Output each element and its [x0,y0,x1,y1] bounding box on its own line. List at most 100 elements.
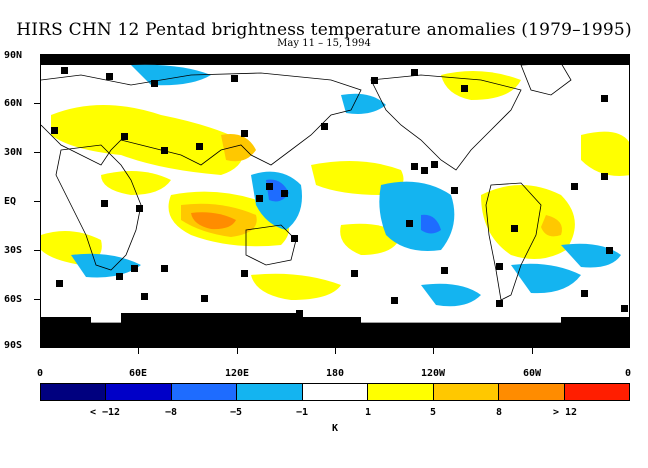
missing-data-square [121,133,128,140]
colorbar-unit: K [331,423,339,434]
coastline-greenland [520,62,572,96]
x-label-0: 0 [36,368,44,379]
missing-band [121,313,301,327]
x-label-60w: 60W [522,368,542,379]
colorbar-label: −8 [164,407,178,418]
missing-data-square [136,205,143,212]
x-label-60e: 60E [128,368,148,379]
y-label-30n: 30N [4,147,23,158]
colorbar-swatch [564,384,629,400]
missing-data-square [581,290,588,297]
map-subtitle: May 11 – 15, 1994 [277,38,371,49]
y-tick [34,299,40,300]
missing-data-square [161,265,168,272]
missing-data-square [51,127,58,134]
missing-band [561,317,629,327]
missing-data-square [141,293,148,300]
colorbar-swatch [106,384,172,400]
anomaly-patch [511,263,581,294]
x-label-120e: 120E [224,368,250,379]
y-label-60n: 60N [4,98,23,109]
colorbar-swatch [499,384,565,400]
missing-data-square [431,161,438,168]
positive-anomaly-strong [191,212,236,230]
colorbar-label: −1 [295,407,309,418]
missing-data-square [296,310,303,317]
missing-data-square [571,183,578,190]
missing-data-square [281,190,288,197]
missing-data-square [161,147,168,154]
missing-data-square [371,77,378,84]
missing-data-square [106,73,113,80]
missing-data-square [256,195,263,202]
missing-data-square [291,235,298,242]
anomaly-patch [379,181,455,251]
missing-band [41,333,629,347]
y-tick [34,103,40,104]
colorbar-swatch [368,384,434,400]
y-tick [34,250,40,251]
missing-data-square [241,270,248,277]
missing-data-square [621,305,628,312]
anomaly-map-svg [41,55,629,347]
y-label-eq: EQ [4,196,17,207]
coastline-north-america [370,74,522,171]
missing-data-square [151,80,158,87]
missing-data-square [391,297,398,304]
missing-data-square [606,247,613,254]
y-label-60s: 60S [4,294,23,305]
colorbar-swatch [433,384,500,400]
anomaly-patch [221,134,256,162]
coastline-africa [55,144,142,271]
anomaly-patch [421,214,441,234]
anomaly-patch [101,171,171,195]
missing-data-square [451,187,458,194]
colorbar-label: 1 [364,407,372,418]
missing-data-square [266,183,273,190]
anomaly-patch [421,283,481,307]
anomaly-patch [441,71,521,100]
y-label-90s: 90S [4,340,23,351]
missing-data-square [461,85,468,92]
anomaly-map [40,54,630,348]
anomaly-patch [311,161,404,195]
missing-data-square [351,270,358,277]
missing-data-square [241,130,248,137]
missing-data-square [411,163,418,170]
missing-data-square [116,273,123,280]
missing-data-square [511,225,518,232]
missing-data-square [321,123,328,130]
colorbar-label: < −12 [89,407,121,418]
colorbar-label: −5 [229,407,243,418]
x-label-0-right: 0 [624,368,632,379]
y-tick [34,201,40,202]
missing-data-square [201,295,208,302]
x-tick [532,348,533,354]
missing-data-square [406,220,413,227]
y-tick [34,152,40,153]
colorbar-label: 8 [495,407,503,418]
coastline-eurasia [41,72,362,166]
coastline-australia [245,224,297,266]
anomaly-patch [581,131,629,176]
x-tick [237,348,238,354]
colorbar-label: > 12 [552,407,578,418]
missing-data-square [496,300,503,307]
missing-band [41,317,91,327]
x-tick [335,348,336,354]
coastline-layer [41,62,629,324]
missing-data-square [411,69,418,76]
missing-data-square [601,95,608,102]
colorbar-swatch [41,384,107,400]
anomaly-patch [51,105,244,175]
missing-data-specks [51,67,628,317]
x-tick [433,348,434,354]
missing-data-square [61,67,68,74]
colorbar-swatch [237,384,303,400]
x-tick [138,348,139,354]
missing-data-square [421,167,428,174]
anomaly-patch [481,185,575,259]
missing-data-square [231,75,238,82]
colorbar [40,383,630,401]
missing-data-square [196,143,203,150]
